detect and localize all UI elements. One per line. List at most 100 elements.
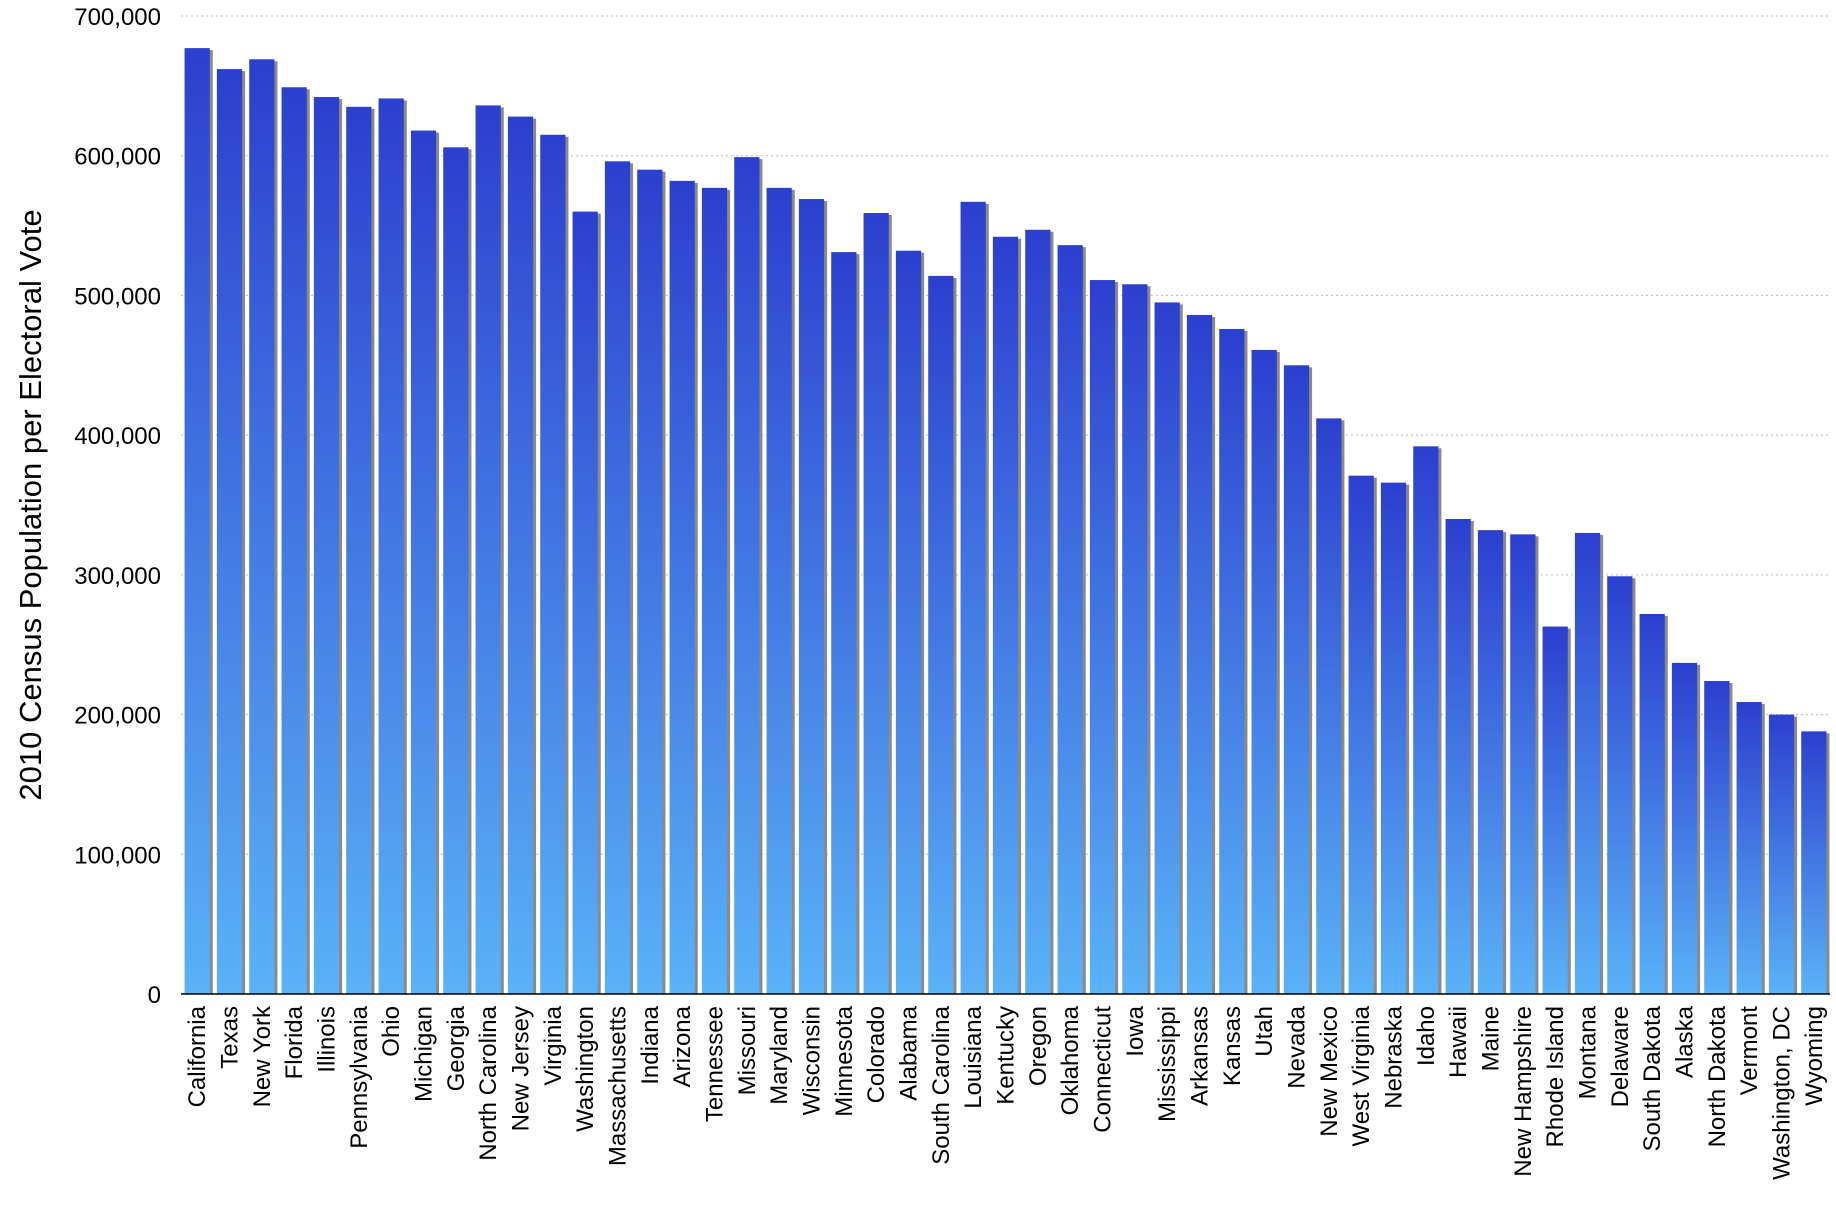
x-tick-label: West Virginia: [1348, 1005, 1375, 1146]
bar-new-york: [249, 59, 275, 995]
bar-minnesota: [831, 252, 857, 995]
x-tick-label: South Carolina: [928, 1005, 955, 1164]
x-tick-label: Montana: [1575, 1005, 1602, 1099]
bar-maine: [1477, 530, 1504, 994]
x-tick-label: Mississippi: [1154, 1006, 1181, 1122]
x-tick-label: Kansas: [1219, 1006, 1246, 1086]
x-tick-label: Kentucky: [993, 1006, 1020, 1105]
x-tick-label: Massachusetts: [605, 1006, 632, 1166]
y-tick-label: 0: [148, 982, 161, 1009]
bar-michigan: [410, 130, 437, 994]
x-tick-label: Illinois: [314, 1006, 341, 1073]
x-tick-label: Maryland: [766, 1006, 793, 1105]
bar-kansas: [1219, 328, 1245, 995]
bar-massachusetts: [604, 161, 631, 994]
x-tick-label: Minnesota: [831, 1005, 858, 1116]
bar-south-carolina: [928, 275, 954, 995]
y-tick-label: 600,000: [74, 144, 161, 171]
bar-arkansas: [1186, 314, 1213, 994]
x-tick-label: Hawaii: [1445, 1006, 1472, 1078]
x-tick-label: California: [184, 1005, 211, 1107]
bar-new-mexico: [1316, 418, 1342, 994]
bar-ohio: [378, 98, 404, 995]
bar-delaware: [1607, 576, 1633, 994]
x-tick-label: Ohio: [378, 1006, 405, 1057]
bar-iowa: [1122, 284, 1148, 994]
bar-washington-dc: [1768, 714, 1795, 994]
bar-mississippi: [1154, 302, 1180, 994]
x-tick-label: Pennsylvania: [346, 1005, 373, 1148]
x-tick-label: Alabama: [896, 1005, 923, 1100]
bar-colorado: [863, 212, 889, 995]
y-tick-label: 400,000: [74, 423, 161, 450]
x-tick-label: Idaho: [1413, 1006, 1440, 1066]
bar-texas: [216, 69, 243, 994]
x-tick-label: Oregon: [1025, 1006, 1052, 1086]
bar-florida: [281, 87, 307, 995]
x-tick-label: Louisiana: [960, 1005, 987, 1108]
bar-vermont: [1736, 701, 1762, 994]
x-tick-label: Maine: [1478, 1006, 1505, 1071]
y-tick-label: 700,000: [74, 4, 161, 31]
x-tick-label: New Hampshire: [1510, 1006, 1537, 1177]
x-tick-label: Vermont: [1736, 1006, 1763, 1096]
bar-connecticut: [1089, 280, 1116, 994]
bars: [184, 48, 1827, 995]
bar-maryland: [766, 187, 792, 994]
x-tick-label: Florida: [281, 1005, 308, 1079]
bar-california: [184, 48, 210, 995]
bar-nevada: [1283, 365, 1310, 994]
bar-idaho: [1413, 446, 1439, 994]
bar-georgia: [443, 147, 469, 994]
bar-virginia: [540, 134, 566, 994]
x-tick-label: North Dakota: [1704, 1005, 1731, 1147]
bar-hawaii: [1445, 518, 1471, 994]
bar-alaska: [1671, 662, 1698, 994]
y-tick-label: 100,000: [74, 842, 161, 869]
bar-pennsylvania: [346, 106, 372, 995]
bar-south-dakota: [1639, 613, 1665, 994]
bar-new-hampshire: [1510, 534, 1536, 994]
x-tick-label: South Dakota: [1639, 1005, 1666, 1151]
bar-oklahoma: [1057, 245, 1083, 995]
x-tick-label: New Mexico: [1316, 1006, 1343, 1137]
x-tick-label: Missouri: [734, 1006, 761, 1095]
y-tick-label: 300,000: [74, 563, 161, 590]
x-tick-label: New Jersey: [508, 1006, 535, 1131]
x-tick-label: Wyoming: [1801, 1006, 1828, 1106]
bar-alabama: [895, 250, 922, 995]
x-tick-label: Delaware: [1607, 1006, 1634, 1107]
bar-rhode-island: [1542, 626, 1568, 994]
x-tick-label: New York: [249, 1005, 276, 1107]
bar-utah: [1251, 349, 1277, 995]
x-tick-label: Alaska: [1672, 1005, 1699, 1078]
x-tick-label: Georgia: [443, 1005, 470, 1091]
x-tick-label: Texas: [217, 1006, 244, 1069]
bar-arizona: [669, 180, 695, 994]
x-tick-label: Indiana: [637, 1005, 664, 1084]
x-tick-label: Nevada: [1284, 1005, 1311, 1088]
bar-kentucky: [992, 236, 1019, 995]
x-tick-label: Tennessee: [702, 1006, 729, 1122]
bar-nebraska: [1380, 482, 1407, 994]
x-tick-label: Washington, DC: [1769, 1006, 1796, 1180]
bar-west-virginia: [1348, 475, 1374, 994]
bar-north-dakota: [1704, 681, 1730, 994]
x-tick-label: North Carolina: [475, 1005, 502, 1160]
bar-indiana: [637, 169, 663, 994]
bar-illinois: [313, 97, 340, 994]
bar-louisiana: [960, 201, 986, 994]
x-tick-label: Washington: [572, 1006, 599, 1132]
bar-wyoming: [1801, 731, 1827, 994]
x-tick-label: Utah: [1251, 1006, 1278, 1057]
bar-north-carolina: [475, 105, 501, 995]
x-tick-label: Oklahoma: [1057, 1005, 1084, 1115]
y-axis-title: 2010 Census Population per Electoral Vot…: [13, 209, 48, 800]
x-tick-label: Virginia: [540, 1005, 567, 1085]
bar-wisconsin: [798, 199, 825, 995]
x-tick-label: Arizona: [669, 1005, 696, 1087]
x-tick-label: Colorado: [863, 1006, 890, 1103]
x-tick-label: Arkansas: [1187, 1006, 1214, 1106]
